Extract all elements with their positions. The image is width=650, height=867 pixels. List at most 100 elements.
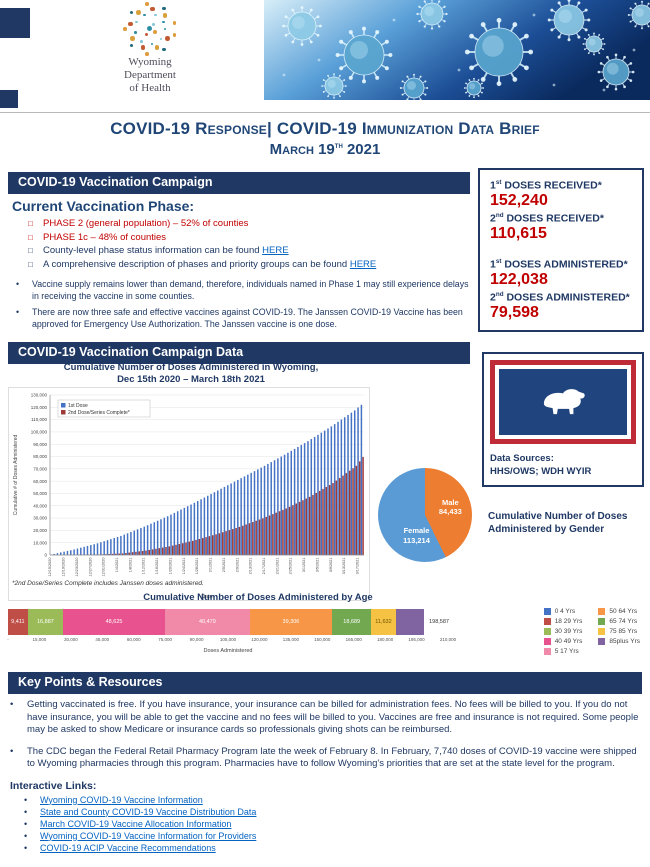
interactive-link[interactable]: Wyoming COVID-19 Vaccine Information [40,794,203,805]
virus-dot [392,18,396,22]
virus-spike-tip [333,73,335,76]
virus-spike-tip [629,62,633,65]
y-tick-label: 130,000 [31,392,48,397]
phase-item-link[interactable]: HERE [349,259,377,271]
dose-stat-label: 2nd DOSES ADMINISTERED* [490,291,630,304]
virus-spike-tip [463,87,466,89]
y-tick-label: 0 [44,552,47,557]
page-date: March 19th 2021 [269,140,381,158]
bar-first-dose [247,474,249,555]
virus-spike-tip [641,27,643,30]
bar-second-dose [282,509,284,555]
phase-item: □ PHASE 1c – 48% of counties [28,232,470,243]
age-chart-title: Cumulative Number of Doses Administered … [143,592,373,603]
interactive-link[interactable]: State and County COVID-19 Vaccine Distri… [40,806,257,817]
virus-spike-tip [647,25,650,28]
bar-second-dose [175,544,177,555]
age-legend-swatch [598,628,606,635]
bar-second-dose [285,508,287,555]
org-name-line: of Health [129,81,171,94]
bar-second-dose [275,512,277,555]
bar-first-dose [96,542,99,555]
bison-icon [543,389,585,415]
interactive-link[interactable]: Wyoming COVID-19 Vaccine Information for… [40,830,257,841]
header-divider [0,112,650,113]
virus-spike-tip [291,8,295,12]
logo-dots-icon [123,2,177,56]
logo-dot [150,42,154,46]
virus-spike-tip [348,30,353,35]
bar-first-dose [126,532,129,555]
virus-spike-tip [577,35,581,39]
virus-spike-tip [284,33,288,37]
key-points-list: • Getting vaccinated is free. If you have… [10,699,642,771]
checkbox-bullet-icon: □ [28,246,33,256]
bar-first-dose [176,510,179,555]
virus-highlight [424,6,435,17]
logo-dot [140,40,143,43]
virus-spike-tip [343,91,346,93]
virus-spike-tip [469,33,474,39]
bar-first-dose [113,537,115,555]
virus-spike-tip [333,96,335,99]
y-tick-label: 40,000 [33,503,47,508]
virus-spike-tip [481,82,483,85]
virus-spike-tip [480,77,486,82]
virus-spike-tip [319,24,322,28]
logo-dot [136,10,141,15]
section-header-label: COVID-19 Vaccination Campaign Data [18,345,244,359]
interactive-link[interactable]: March COVID-19 Vaccine Allocation Inform… [40,818,232,829]
bar-first-dose [86,545,89,555]
age-segment: 39,306 [249,609,333,635]
virus-art-svg [264,0,650,103]
virus-highlight [407,81,416,90]
logo-dot [130,36,135,41]
bar-first-dose [180,509,182,555]
bar-first-dose [337,421,339,555]
bar-second-dose [161,547,164,555]
bar-first-dose [53,553,55,555]
logo-dot [128,21,133,27]
bar-first-dose [106,539,109,555]
bar-first-dose [330,426,333,555]
age-legend-item: 5 17 Yrs [543,648,583,655]
x-tick-label: 2/1/2021 [209,557,213,572]
logo-dot [140,45,146,50]
virus-spike-tip [647,2,650,5]
bar-first-dose [170,514,172,555]
y-axis-title: Cumulative # of Doses Administered [13,434,19,515]
key-point-text: Getting vaccinated is free. If you have … [27,699,639,736]
age-legend-item: 18 29 Yrs [543,618,582,625]
age-tick-label: 60,000 [126,637,141,642]
virus-spike-tip [465,82,467,85]
interactive-link[interactable]: COVID-19 ACIP Vaccine Recommendations [40,842,216,853]
bar-first-dose [297,446,299,555]
virus-highlight [469,83,476,90]
bar-first-dose [350,412,353,555]
bar-first-dose [227,484,229,555]
virus-spike-tip [496,17,502,23]
chart-legend-box [57,399,151,417]
bar-second-dose [168,546,171,555]
virus-spike-tip [634,25,637,28]
logo-dot [162,13,168,18]
age-tick-label: 195,000 [408,637,425,642]
key-point-item: • The CDC began the Federal Retail Pharma… [10,746,642,771]
bar-first-dose [110,538,112,555]
phase-item-link[interactable]: HERE [262,245,289,257]
x-tick-label: 2/5/2021 [222,557,226,572]
virus-spike-tip [291,40,295,44]
bar-first-dose [166,515,169,555]
bar-first-dose [73,549,75,555]
virus-spike-tip [623,55,626,59]
y-tick-label: 80,000 [33,454,47,459]
y-tick-label: 60,000 [33,478,47,483]
logo-dot [150,6,155,12]
virus-spike-tip [300,43,304,46]
virus-spike-tip [550,28,554,32]
virus-spike-tip [473,96,475,99]
virus-spike-tip [524,33,529,39]
data-sources-value: HHS/OWS; WDH WYIR [490,465,592,477]
x-tick-label: 3/5/2021 [315,557,319,572]
